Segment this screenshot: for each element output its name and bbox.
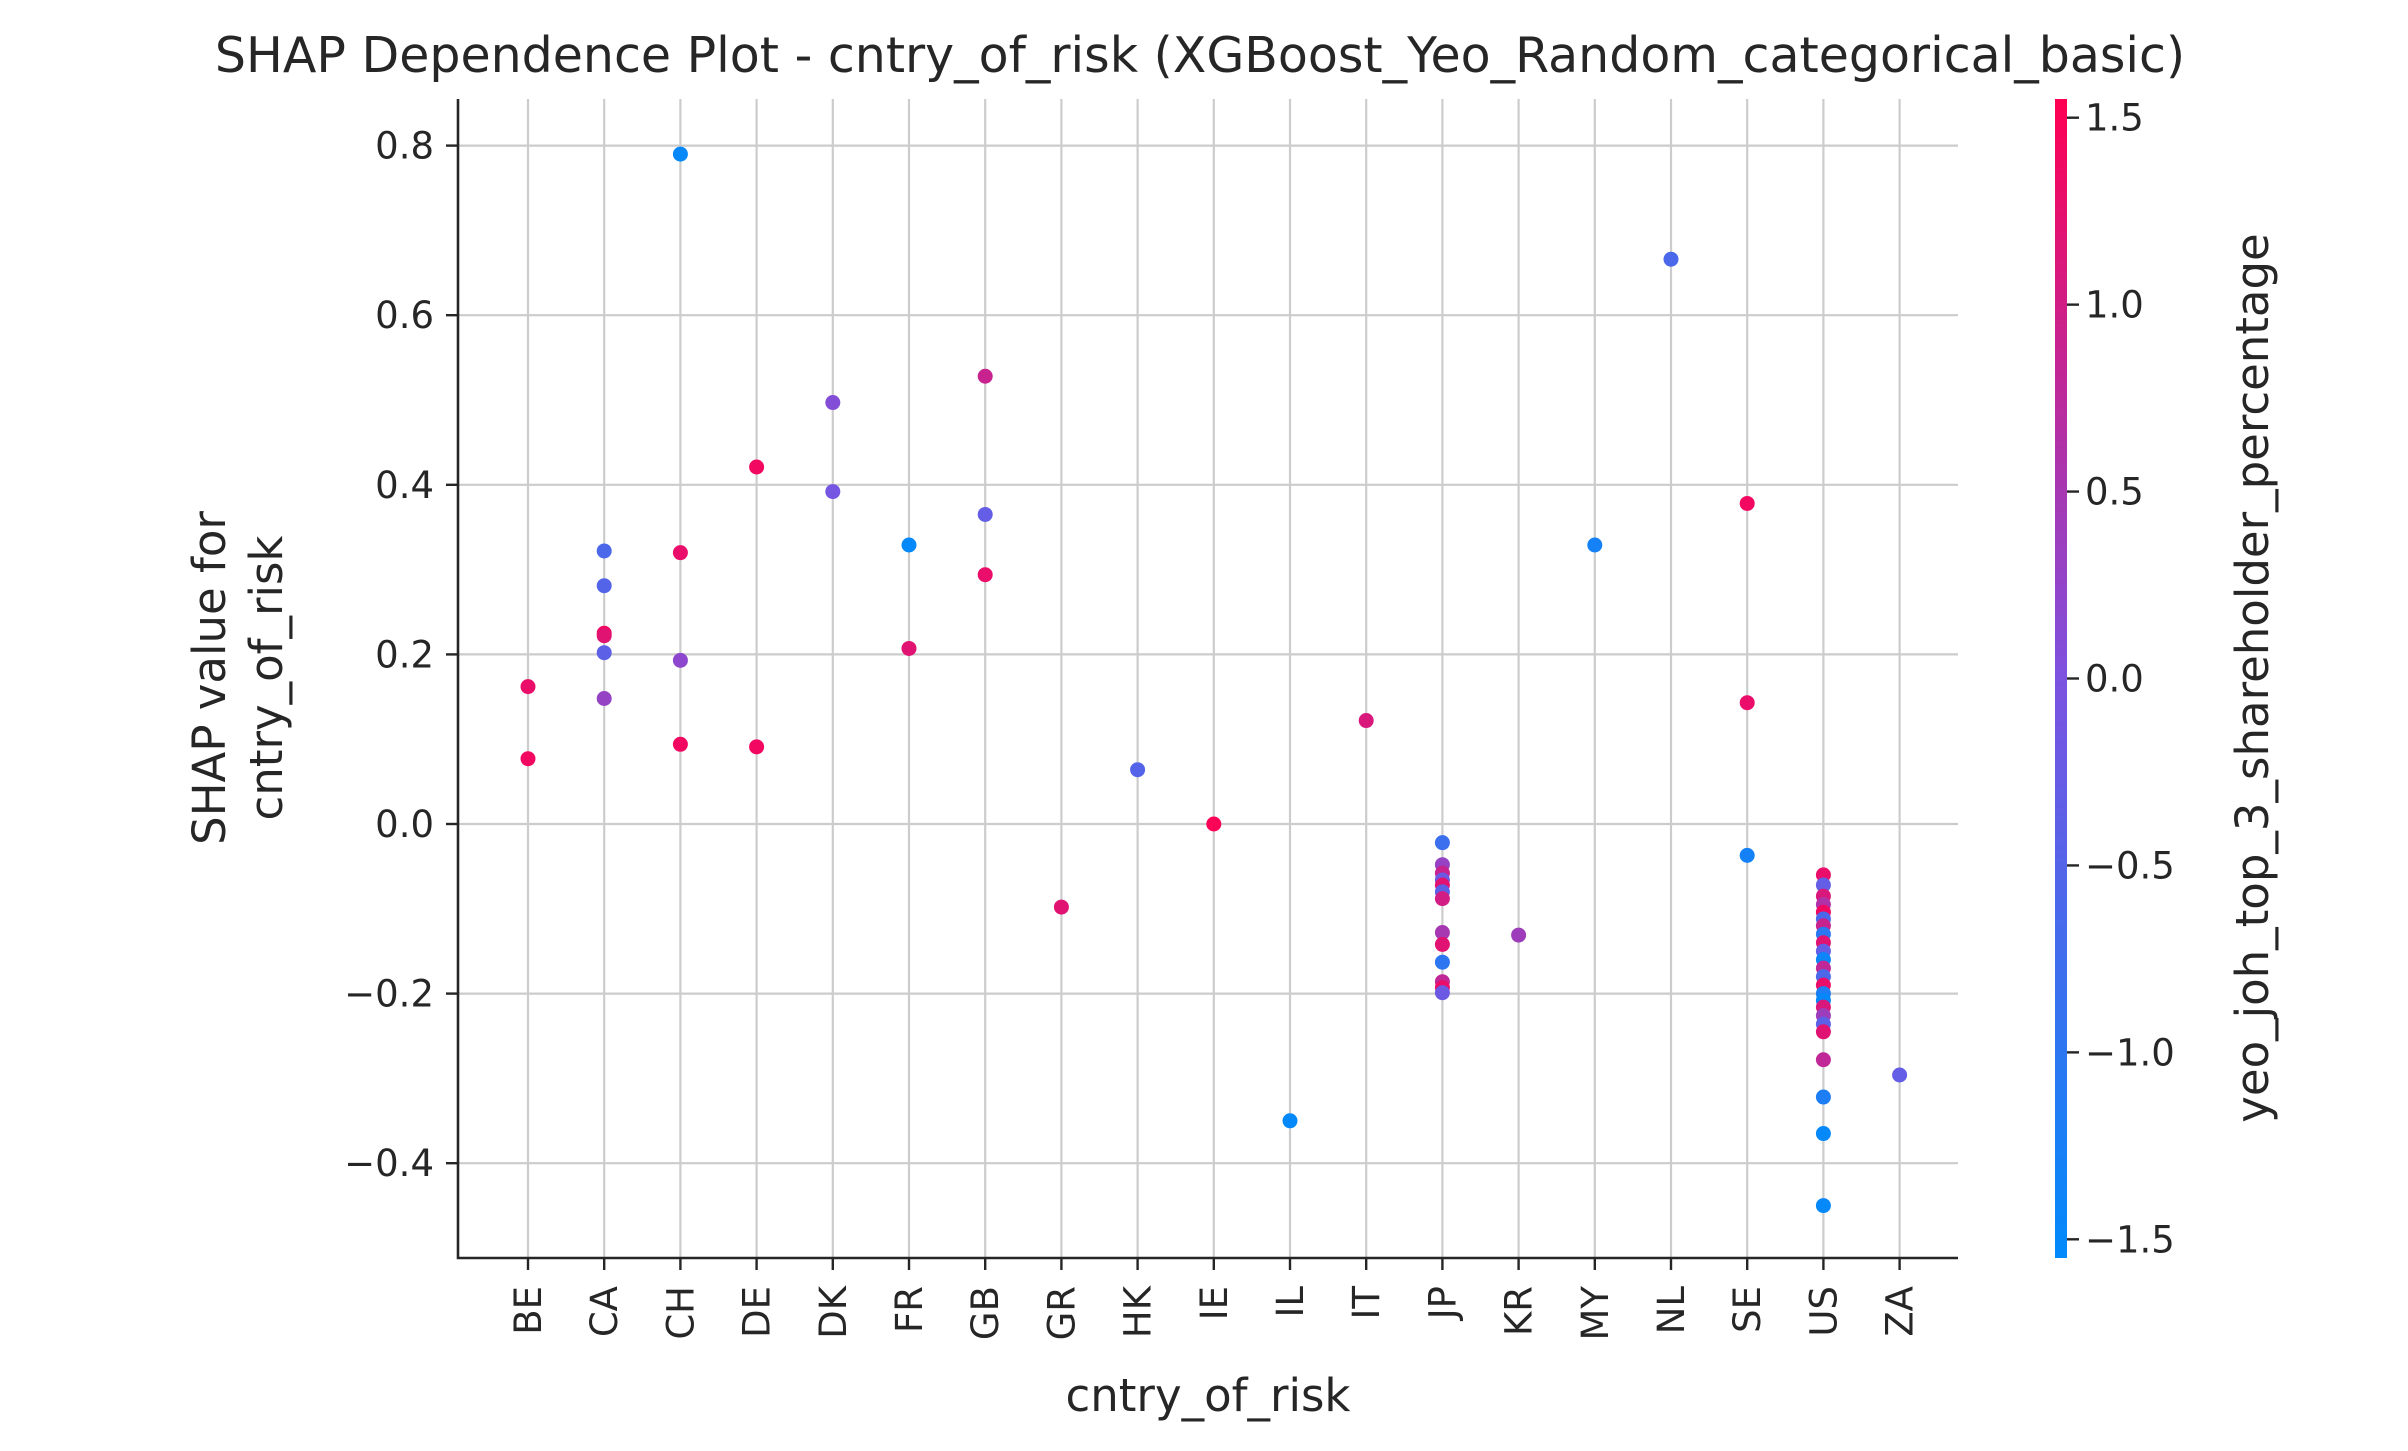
data-point <box>1663 251 1679 267</box>
x-tick-label: DK <box>812 1284 855 1338</box>
colorbar-label: yeo_joh_top_3_shareholder_percentage <box>2226 233 2279 1123</box>
data-point <box>1739 695 1755 711</box>
data-point <box>672 652 688 668</box>
x-tick-label: KR <box>1498 1286 1541 1336</box>
data-point <box>596 543 612 559</box>
y-axis-label-line-2: cntry_of_risk <box>240 536 293 821</box>
data-point <box>1358 713 1374 729</box>
y-axis-label-line-1: SHAP value for <box>183 511 236 845</box>
data-point <box>825 484 841 500</box>
data-point <box>596 645 612 661</box>
x-tick-label: GR <box>1040 1286 1083 1340</box>
data-point <box>1434 985 1450 1001</box>
axis-spines <box>456 99 1958 1260</box>
colorbar-ticks: −1.5 −1.0 −0.5 0.0 0.5 1.0 1.5 <box>2067 97 2175 1261</box>
x-tick-label: NL <box>1650 1286 1693 1335</box>
x-tick-label: HK <box>1117 1284 1160 1338</box>
x-tick-label: BE <box>507 1286 550 1335</box>
y-tick-label: 0.8 <box>375 125 434 168</box>
colorbar-tick-label: −1.5 <box>2085 1218 2175 1261</box>
data-point <box>1434 954 1450 970</box>
x-tick-label: IE <box>1193 1286 1236 1320</box>
x-tick-label: ZA <box>1879 1286 1922 1337</box>
x-tick-label: MY <box>1574 1286 1617 1341</box>
data-point <box>1815 877 1831 893</box>
data-point <box>596 628 612 644</box>
data-point <box>1815 1126 1831 1142</box>
y-axis-ticks: −0.4 −0.2 0.0 0.2 0.4 0.6 0.8 <box>344 125 458 1185</box>
data-point <box>596 690 612 706</box>
data-point <box>520 751 536 767</box>
data-point <box>749 459 765 475</box>
y-tick-label: 0.0 <box>375 803 434 846</box>
data-point <box>901 537 917 553</box>
data-point <box>520 679 536 695</box>
x-tick-label: IT <box>1345 1286 1388 1320</box>
data-point <box>1206 816 1222 832</box>
data-point <box>1282 1113 1298 1129</box>
data-point <box>672 146 688 162</box>
data-point <box>825 395 841 411</box>
data-point <box>1739 495 1755 511</box>
x-tick-label: GB <box>964 1286 1007 1340</box>
colorbar-tick-label: 1.0 <box>2085 284 2144 327</box>
data-point <box>1587 537 1603 553</box>
data-point <box>1130 762 1146 778</box>
colorbar-tick-label: 0.5 <box>2085 471 2144 514</box>
data-point <box>1434 925 1450 941</box>
y-tick-label: 0.6 <box>375 294 434 337</box>
y-tick-label: −0.2 <box>344 973 434 1016</box>
x-tick-label: US <box>1802 1286 1845 1337</box>
colorbar-tick-label: 0.0 <box>2085 658 2144 701</box>
x-axis-label: cntry_of_risk <box>1066 1369 1351 1422</box>
colorbar-tick-label: 1.5 <box>2085 97 2144 140</box>
x-axis-ticks: BE CA CH DE DK FR GB GR HK IE IL IT JP KR MY NL SE US ZA <box>507 1258 1922 1341</box>
data-point <box>1892 1067 1908 1083</box>
y-tick-label: −0.4 <box>344 1142 434 1185</box>
data-point <box>1815 1198 1831 1214</box>
data-point <box>1815 1024 1831 1040</box>
x-tick-label: FR <box>888 1286 931 1333</box>
x-tick-label: CH <box>659 1286 702 1340</box>
data-point <box>1511 927 1527 943</box>
scatter-points <box>520 146 1908 1214</box>
data-point <box>1434 835 1450 851</box>
x-tick-label: JP <box>1421 1286 1464 1321</box>
data-point <box>749 739 765 755</box>
data-point <box>901 640 917 656</box>
data-point <box>977 368 993 384</box>
y-tick-label: 0.4 <box>375 464 434 507</box>
data-point <box>1053 899 1069 915</box>
x-tick-label: DE <box>736 1286 779 1338</box>
x-tick-label: CA <box>583 1286 626 1337</box>
data-point <box>977 567 993 583</box>
x-tick-label: SE <box>1726 1286 1769 1333</box>
data-point <box>1434 936 1450 952</box>
data-point <box>977 506 993 522</box>
data-point <box>672 545 688 561</box>
data-point <box>1815 1089 1831 1105</box>
colorbar-tick-label: −1.0 <box>2085 1031 2175 1074</box>
chart-title: SHAP Dependence Plot - cntry_of_risk (XG… <box>215 27 2185 84</box>
data-point <box>1739 847 1755 863</box>
x-tick-label: IL <box>1269 1286 1312 1318</box>
y-tick-label: 0.2 <box>375 633 434 676</box>
data-point <box>1434 891 1450 907</box>
data-point <box>1815 1052 1831 1068</box>
data-point <box>596 578 612 594</box>
grid-lines <box>458 99 1958 1258</box>
colorbar-tick-label: −0.5 <box>2085 844 2175 887</box>
data-point <box>672 736 688 752</box>
colorbar <box>2055 99 2067 1258</box>
